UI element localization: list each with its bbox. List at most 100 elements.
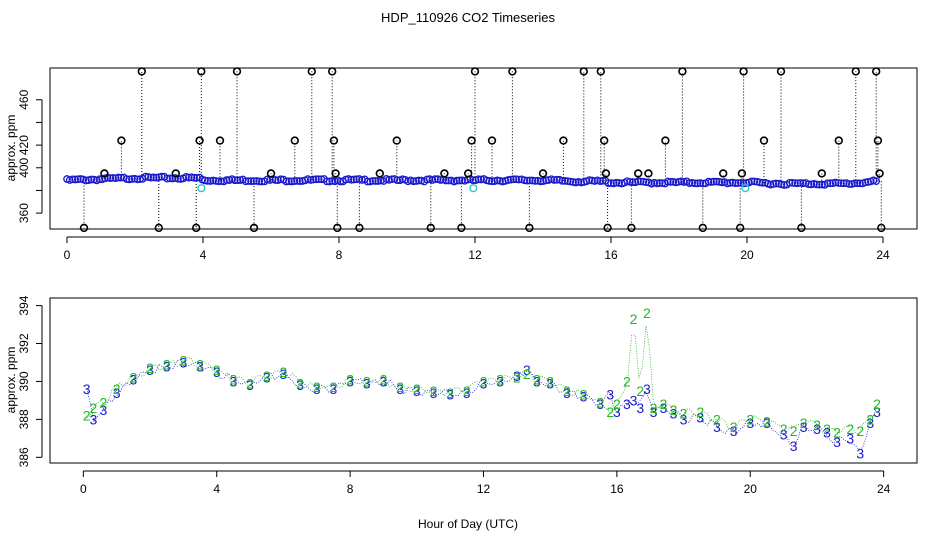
main-point [409, 177, 418, 186]
outlier-point [678, 67, 687, 76]
main-point [233, 176, 242, 184]
main-point [509, 175, 518, 184]
main-point [387, 175, 396, 184]
series-3-point: 3 [813, 421, 821, 437]
series-3-point: 3 [623, 396, 631, 412]
main-point [755, 178, 764, 187]
main-point [347, 175, 356, 184]
series-2-point: 2 [396, 379, 404, 395]
main-point [612, 178, 621, 187]
main-point [536, 177, 545, 186]
series-2-point: 2 [800, 415, 808, 431]
main-point [241, 177, 250, 186]
outlier-point [333, 223, 342, 233]
outlier-point [661, 136, 670, 145]
series-3-point: 3 [196, 358, 204, 374]
main-point [747, 177, 756, 186]
main-point [531, 177, 540, 185]
top-y-axis: 360 400 420 460 [17, 89, 43, 223]
series-3-point: 3 [280, 366, 288, 382]
main-point [431, 175, 439, 183]
main-point [799, 179, 807, 188]
series-2-point: 2 [746, 411, 754, 427]
series-3-point: 3 [713, 419, 721, 435]
series-3-point: 3 [363, 375, 371, 391]
top-y-tick-label: 460 [17, 89, 31, 109]
main-point [655, 179, 664, 187]
main-point [249, 177, 258, 185]
main-point [834, 179, 843, 187]
series-2-point: 2 [313, 379, 321, 395]
bottom-y-tick-label: 394 [17, 295, 31, 315]
main-point [295, 177, 304, 185]
series-3-point: 3 [746, 415, 754, 431]
bottom-x-tick-label: 16 [610, 482, 624, 496]
main-point [566, 177, 575, 186]
main-point [414, 176, 423, 185]
main-point [561, 177, 569, 185]
outlier-point [851, 67, 860, 76]
series-2-point: 2 [630, 311, 638, 327]
main-point [663, 177, 672, 186]
outlier-point [737, 169, 747, 178]
main-point [707, 178, 715, 186]
series-3-point: 3 [650, 404, 658, 420]
series-2-point: 2 [196, 356, 204, 372]
top-y-axis-label: approx. ppm [4, 115, 18, 182]
main-point [125, 175, 134, 184]
main-point [255, 177, 264, 186]
series-3-point: 3 [763, 415, 771, 431]
main-point [350, 175, 358, 184]
series-3-point: 3 [463, 385, 471, 401]
outlier-point [797, 223, 806, 233]
main-point [636, 177, 645, 186]
main-point [163, 174, 171, 183]
series-3-point: 3 [780, 427, 788, 443]
series-2-point: 2 [606, 404, 614, 420]
series-3-point: 3 [480, 375, 488, 391]
main-point [109, 173, 117, 182]
bottom-series-lines [86, 325, 878, 450]
series-2-point: 2 [296, 375, 304, 391]
series-3-point: 3 [800, 419, 808, 435]
outlier-point [467, 136, 476, 145]
main-point [322, 177, 331, 186]
main-point [133, 175, 142, 184]
bottom-x-tick-label: 4 [213, 482, 220, 496]
main-point [653, 179, 661, 188]
main-point [141, 172, 150, 181]
main-point [309, 175, 318, 184]
top-y-tick-label: 360 [17, 203, 31, 223]
series-2-point: 2 [823, 421, 831, 437]
main-point [666, 178, 675, 186]
outlier-point [328, 67, 337, 76]
series-3-point: 3 [533, 373, 541, 389]
series-2-point: 2 [650, 400, 658, 416]
main-point [588, 176, 596, 185]
outlier-point [718, 169, 728, 178]
outlier-point [538, 169, 548, 178]
main-point [423, 175, 431, 184]
top-x-tick-label: 0 [64, 248, 71, 262]
series-2-point: 2 [330, 379, 338, 395]
outlier-point [875, 169, 884, 178]
outlier-point [877, 223, 886, 233]
main-point [147, 173, 155, 182]
series-3-point: 3 [296, 377, 304, 393]
chart-title: HDP_110926 CO2 Timeseries [381, 10, 555, 25]
main-point [856, 179, 864, 188]
main-point [563, 177, 572, 186]
series-2-point: 2 [643, 305, 651, 321]
outlier-point [739, 67, 748, 76]
main-point [314, 175, 323, 184]
series-2-point: 2 [413, 381, 421, 397]
outlier-point [559, 136, 568, 145]
main-point [488, 177, 496, 186]
outlier-point [873, 136, 883, 145]
series-2-point: 2 [680, 406, 688, 422]
outlier-point [759, 136, 769, 145]
series-2-point: 2 [873, 396, 881, 412]
series-2-point: 2 [660, 396, 668, 412]
